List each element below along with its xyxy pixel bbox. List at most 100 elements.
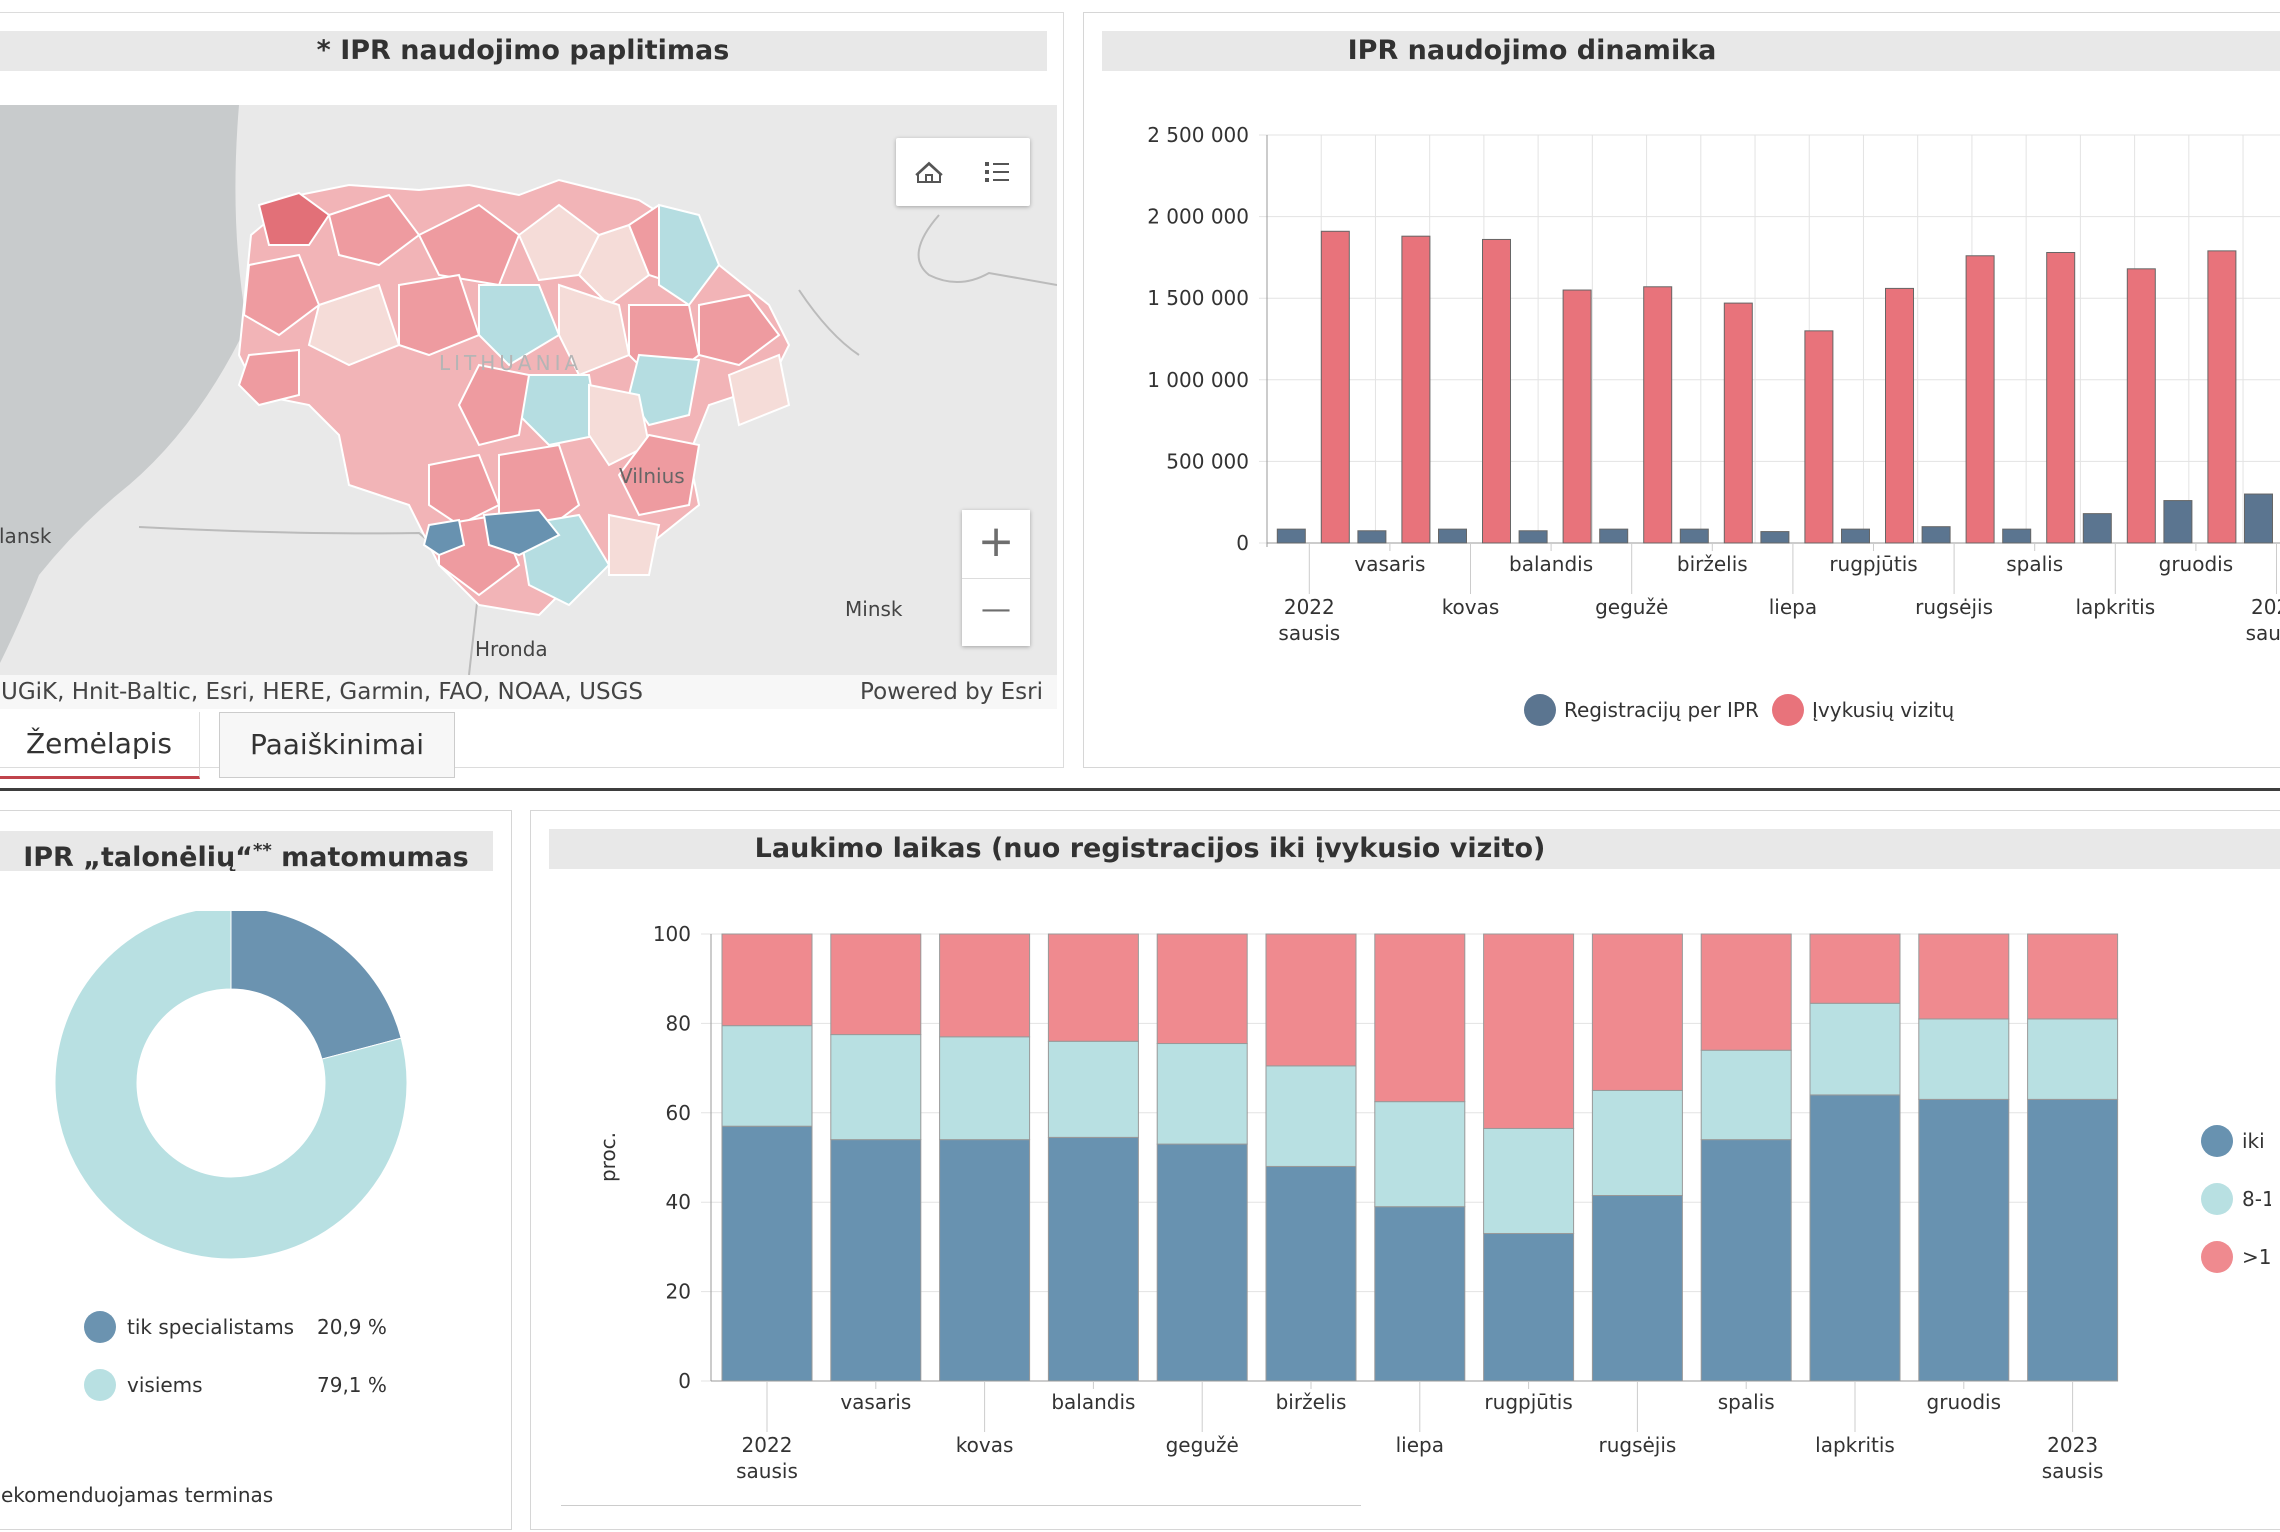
y-tick-label: 0: [678, 1369, 691, 1393]
legend-dot-8-14: [2201, 1183, 2233, 1215]
home-button[interactable]: [896, 138, 963, 206]
stacked-bar-over-14: [1265, 933, 1357, 1067]
y-tick-label: 60: [666, 1101, 691, 1125]
bar-registrations: [2002, 528, 2032, 544]
stacked-bar-8-14: [939, 1036, 1031, 1141]
stacked-bar-under-7: [939, 1139, 1031, 1382]
y-tick-label: 2 000 000: [1147, 205, 1249, 229]
zoom-in-button[interactable]: +: [962, 510, 1030, 579]
x-tick-label: balandis: [1509, 552, 1593, 576]
map-canvas[interactable]: LITHUANIA Vilnius lansk Hronda Minsk: [0, 105, 1057, 675]
stacked-bar-under-7: [1700, 1139, 1792, 1382]
stacked-bar-8-14: [1809, 1002, 1901, 1096]
legend-dot-all: [84, 1369, 116, 1401]
stacked-bar-8-14: [1265, 1065, 1357, 1167]
tab-map[interactable]: Žemėlapis: [0, 712, 200, 779]
x-tick-label: vasaris: [840, 1390, 911, 1414]
legend-value-all: 79,1 %: [317, 1373, 387, 1397]
bar-registrations: [1841, 528, 1870, 544]
stacked-bar-under-7: [1265, 1165, 1357, 1382]
x-tick-label: 2022: [742, 1433, 793, 1457]
bar-visits: [1320, 230, 1350, 544]
x-tick-label: kovas: [956, 1433, 1014, 1457]
bar-registrations: [1438, 528, 1467, 544]
x-tick-label: sausis: [736, 1459, 798, 1483]
list-icon: [985, 162, 1009, 182]
dynamics-panel: IPR naudojimo dinamika 2 500 000 2 000 00…: [1083, 12, 2280, 768]
bar-registrations: [2163, 500, 2193, 544]
x-tick-label: gegužė: [1595, 595, 1668, 619]
stacked-bar-8-14: [830, 1034, 922, 1141]
legend-dot-under-7: [2201, 1125, 2233, 1157]
dynamics-chart[interactable]: 2 500 000 2 000 000 1 500 000 1 000 000 500 …: [1084, 13, 2280, 753]
stacked-bar-8-14: [1700, 1049, 1792, 1141]
x-tick-label: balandis: [1051, 1390, 1135, 1414]
attribution-text[interactable]: UGiK, Hnit-Baltic, Esri, HERE, Garmin, F…: [1, 679, 644, 705]
stacked-bar-under-7: [1374, 1206, 1466, 1382]
wait-time-panel-title: Laukimo laikas (nuo registracijos iki įv…: [549, 829, 2280, 869]
map-label-minsk: Minsk: [845, 597, 903, 621]
bar-registrations: [1760, 531, 1790, 544]
border-line: [917, 214, 1057, 286]
stacked-bar-over-14: [721, 933, 813, 1027]
stacked-bar-under-7: [1918, 1098, 2010, 1382]
x-tick-label: rugsėjis: [1598, 1433, 1676, 1457]
bar-visits: [1643, 286, 1673, 544]
stacked-bar-under-7: [830, 1139, 922, 1382]
stacked-bar-8-14: [1483, 1127, 1575, 1234]
donut-slice-specialists: [230, 911, 402, 1060]
visibility-panel-title: IPR „talonėlių“** matomumas: [0, 831, 493, 871]
x-tick-label: rugpjūtis: [1484, 1390, 1572, 1414]
bar-visits: [1804, 330, 1834, 544]
stacked-bar-over-14: [1156, 933, 1248, 1045]
border-line: [138, 526, 481, 675]
map-label-country: LITHUANIA: [439, 351, 582, 375]
home-icon: [915, 161, 943, 183]
stacked-bar-over-14: [2027, 933, 2119, 1020]
map-view[interactable]: LITHUANIA Vilnius lansk Hronda Minsk: [0, 105, 1057, 675]
bar-visits: [1723, 302, 1753, 544]
legend-button[interactable]: [963, 138, 1030, 206]
y-tick-label: 100: [653, 922, 691, 946]
x-tick-label: rugsėjis: [1915, 595, 1993, 619]
stacked-bar-8-14: [721, 1025, 813, 1127]
bar-visits: [2207, 250, 2237, 544]
bar-registrations: [2244, 493, 2273, 544]
x-tick-label: lapkritis: [1815, 1433, 1895, 1457]
stacked-bar-over-14: [1591, 933, 1683, 1091]
map-panel: * IPR naudojimo paplitimas: [0, 12, 1064, 779]
map-attribution: UGiK, Hnit-Baltic, Esri, HERE, Garmin, F…: [0, 675, 1057, 709]
x-tick-label: gruodis: [2159, 552, 2234, 576]
legend-label-registrations: Registracijų per IPR: [1564, 698, 1759, 722]
zoom-out-button[interactable]: —: [981, 592, 1011, 627]
y-tick-label: 0: [1236, 531, 1249, 555]
x-tick-label: sausis: [2042, 1459, 2104, 1483]
x-tick-label: birželis: [1677, 552, 1748, 576]
donut-slice-all: [54, 911, 408, 1260]
legend-label-specialists: tik specialistams: [127, 1315, 295, 1339]
stacked-bar-under-7: [721, 1125, 813, 1382]
y-tick-label: 1 500 000: [1147, 286, 1249, 310]
lithuania-regions[interactable]: [237, 178, 791, 617]
stacked-bar-over-14: [1483, 933, 1575, 1129]
footnote-text: ekomenduojamas terminas: [1, 1483, 274, 1507]
wait-time-panel: Laukimo laikas (nuo registracijos iki įv…: [530, 810, 2280, 1530]
bar-visits: [1482, 238, 1511, 544]
stacked-bar-8-14: [1047, 1040, 1139, 1138]
stacked-bar-over-14: [830, 933, 922, 1036]
y-tick-label: 1 000 000: [1147, 368, 1249, 392]
bar-registrations: [1599, 528, 1629, 544]
wait-time-chart[interactable]: 100806040200proc.2022sausisvasariskovasb…: [531, 811, 2271, 1521]
visibility-donut-chart[interactable]: [0, 911, 511, 1311]
y-tick-label: 20: [666, 1280, 691, 1304]
tab-explanations[interactable]: Paaiškinimai: [219, 712, 455, 778]
x-tick-label: 2023: [2047, 1433, 2098, 1457]
y-axis-label: proc.: [596, 1132, 620, 1182]
dynamics-panel-title: IPR naudojimo dinamika: [1102, 31, 2280, 71]
x-tick-label: birželis: [1276, 1390, 1347, 1414]
stacked-bar-over-14: [939, 933, 1031, 1038]
powered-by-esri[interactable]: Powered by Esri: [860, 679, 1043, 705]
stacked-bar-under-7: [1047, 1136, 1139, 1382]
x-tick-label: sausis: [1278, 621, 1340, 645]
y-tick-label: 40: [666, 1190, 691, 1214]
